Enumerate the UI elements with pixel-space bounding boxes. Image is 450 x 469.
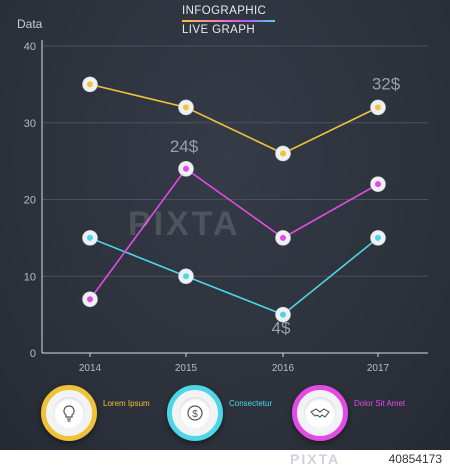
line-chart: 0 10 20 30 40 2014 2015 2016 2017 32$ 24$ 4$ xyxy=(24,40,428,374)
stock-footer: PIXTA 40854173 xyxy=(0,450,450,469)
data-point-dot xyxy=(280,150,286,157)
data-annotation: 4$ xyxy=(272,319,291,338)
data-point-dot xyxy=(87,296,93,303)
header-title-line1: INFOGRAPHIC xyxy=(182,5,267,17)
y-tick-label: 0 xyxy=(30,348,36,360)
infographic-canvas: INFOGRAPHIC LIVE GRAPH Data 0 10 20 30 40 20… xyxy=(0,0,450,450)
data-point xyxy=(178,99,194,116)
y-tick-label: 30 xyxy=(24,118,36,130)
title-gradient-bar xyxy=(182,20,275,22)
series-line xyxy=(89,167,379,300)
series-points xyxy=(82,76,386,323)
y-tick-labels: 0 10 20 30 40 xyxy=(24,41,36,360)
x-tick-label: 2015 xyxy=(175,363,198,374)
dollar-coin-icon: $ xyxy=(187,405,203,421)
data-point xyxy=(275,230,291,246)
legend-label: Lorem Ipsum xyxy=(103,399,150,408)
svg-text:$: $ xyxy=(192,409,198,420)
x-tick-label: 2017 xyxy=(367,363,390,374)
y-tick-label: 20 xyxy=(24,195,36,207)
footer-image-id: 40854173 xyxy=(388,452,442,466)
legend-ring: $ xyxy=(167,385,223,441)
legend-label: Consectetur xyxy=(229,399,273,408)
legend-label: Dolor Sit Amet xyxy=(354,399,406,408)
series-line xyxy=(89,237,379,316)
legend-ring xyxy=(292,385,348,441)
series-lines xyxy=(89,83,379,316)
data-point-dot xyxy=(280,234,286,241)
data-point-dot xyxy=(87,81,93,88)
data-point xyxy=(178,268,194,285)
lightbulb-icon xyxy=(63,405,75,422)
data-point xyxy=(370,99,386,116)
series-line xyxy=(89,83,379,155)
data-point-dot xyxy=(375,181,381,188)
data-point xyxy=(82,76,98,93)
data-point xyxy=(82,291,98,308)
data-point xyxy=(82,230,98,246)
y-tick-label: 10 xyxy=(24,271,36,283)
data-point-dot xyxy=(375,234,381,241)
y-axis-label: Data xyxy=(17,17,43,31)
y-tick-label: 40 xyxy=(24,41,36,53)
data-point xyxy=(178,161,194,177)
handshake-icon xyxy=(310,408,330,418)
x-tick-label: 2014 xyxy=(79,363,102,374)
axes xyxy=(41,40,428,354)
data-point-dot xyxy=(183,104,189,111)
legend-ring xyxy=(41,385,97,441)
x-tick-labels: 2014 2015 2016 2017 xyxy=(79,353,390,374)
data-point-dot xyxy=(87,234,93,241)
annotations: 32$ 24$ 4$ xyxy=(170,74,401,337)
data-point-dot xyxy=(183,273,189,280)
data-point-dot xyxy=(375,104,381,111)
data-point xyxy=(370,230,386,246)
data-point xyxy=(275,145,291,162)
header-title-line2: LIVE GRAPH xyxy=(182,24,256,36)
data-point xyxy=(275,306,291,323)
data-point-dot xyxy=(280,311,286,318)
footer-logo: PIXTA xyxy=(290,451,341,467)
data-point-dot xyxy=(183,165,189,172)
data-annotation: 24$ xyxy=(170,137,199,156)
data-point xyxy=(370,176,386,192)
watermark: PIXTA xyxy=(128,205,241,243)
x-tick-label: 2016 xyxy=(272,363,295,374)
data-annotation: 32$ xyxy=(372,74,401,93)
